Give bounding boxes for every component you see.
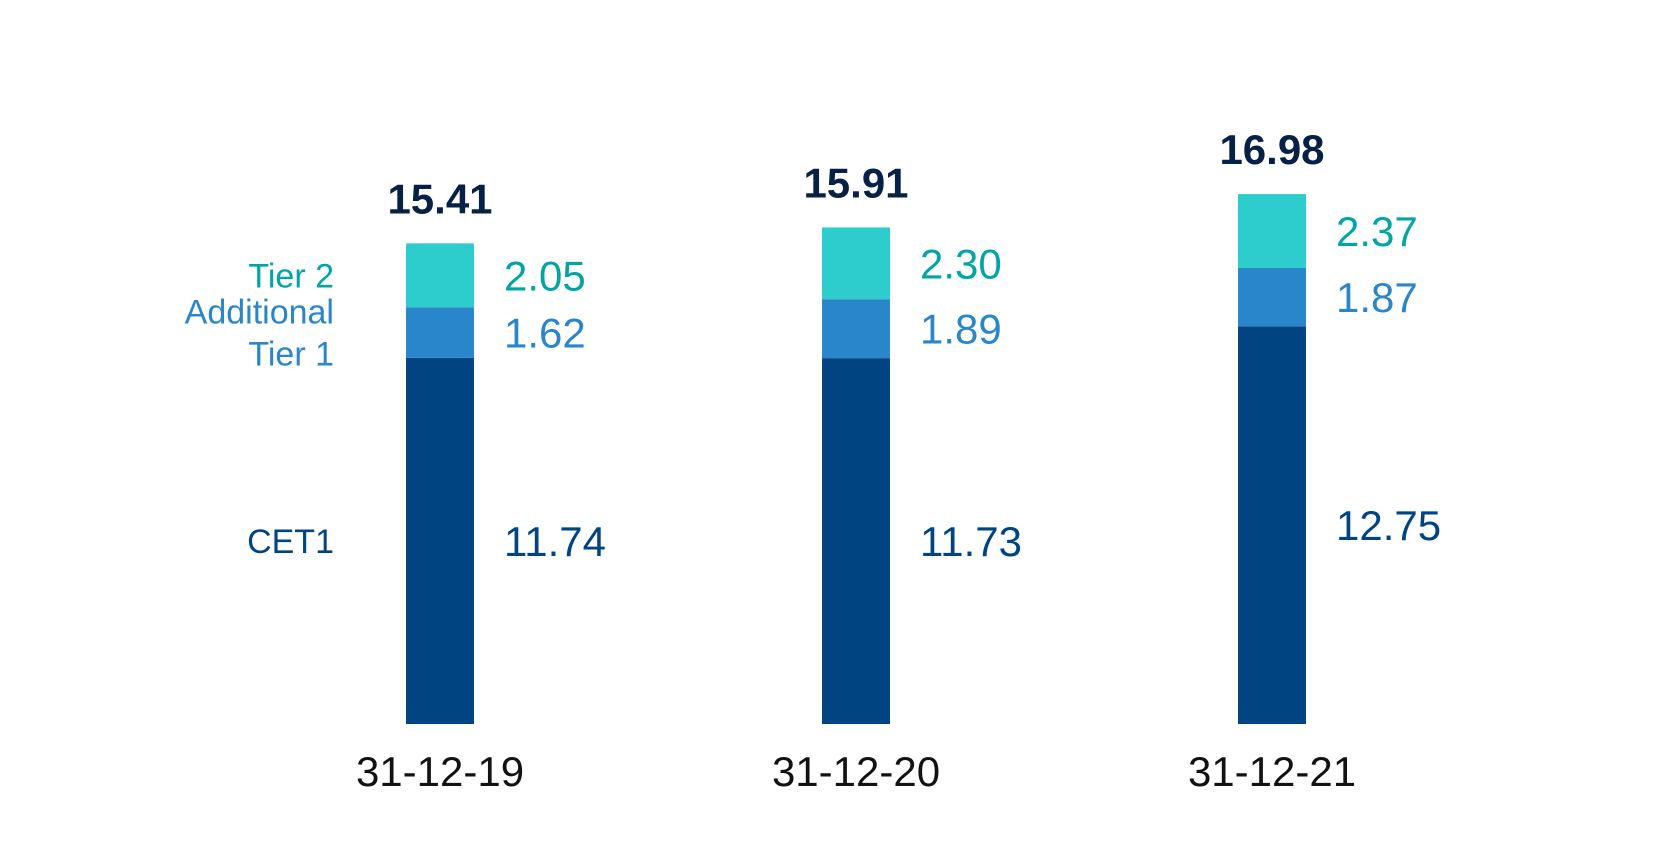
category-labels-layer: 31-12-19 31-12-20 31-12-21 (356, 748, 1356, 795)
bar-segment-tier-2-3 (1238, 194, 1306, 269)
bars-layer (406, 194, 1306, 724)
bar-segment-additional-tier-1-2 (822, 299, 890, 359)
legend-label-additional-tier-1-line-2: Tier 1 (248, 336, 334, 374)
bar-segment-additional-tier-1-1 (406, 307, 474, 358)
value-label-additional-tier-1-3: 1.87 (1336, 274, 1418, 321)
legend-label-cet1: CET1 (247, 523, 334, 561)
value-label-tier-2-3: 2.37 (1336, 208, 1418, 255)
legend-layer: CET1 Additional Tier 1 Tier 2 (185, 257, 334, 561)
category-label-1: 31-12-19 (356, 748, 524, 795)
category-label-2: 31-12-20 (772, 748, 940, 795)
value-label-cet1-3: 12.75 (1336, 502, 1441, 549)
total-label-2: 15.91 (803, 159, 908, 206)
total-label-1: 15.41 (387, 175, 492, 222)
bar-segment-cet1-1 (406, 357, 474, 724)
totals-layer: 15.41 15.91 16.98 (387, 126, 1324, 222)
value-label-cet1-2: 11.73 (920, 518, 1022, 565)
legend-label-additional-tier-1-line-1: Additional (185, 294, 334, 332)
value-label-additional-tier-1-1: 1.62 (504, 310, 586, 357)
bar-segment-tier-2-2 (822, 227, 890, 300)
bar-segment-tier-2-1 (406, 243, 474, 308)
bar-segment-cet1-3 (1238, 326, 1306, 724)
total-label-3: 16.98 (1219, 126, 1324, 173)
value-label-tier-2-2: 2.30 (920, 240, 1002, 287)
value-label-tier-2-1: 2.05 (504, 252, 586, 299)
value-labels-layer: 11.74 1.62 2.05 11.73 1.89 2.30 12.75 1.87 2.37 (504, 208, 1441, 565)
category-label-3: 31-12-21 (1188, 748, 1356, 795)
value-label-cet1-1: 11.74 (504, 518, 606, 565)
legend-label-tier-2: Tier 2 (248, 257, 334, 295)
value-label-additional-tier-1-2: 1.89 (920, 306, 1002, 353)
bar-segment-cet1-2 (822, 358, 890, 724)
bar-segment-additional-tier-1-3 (1238, 268, 1306, 327)
